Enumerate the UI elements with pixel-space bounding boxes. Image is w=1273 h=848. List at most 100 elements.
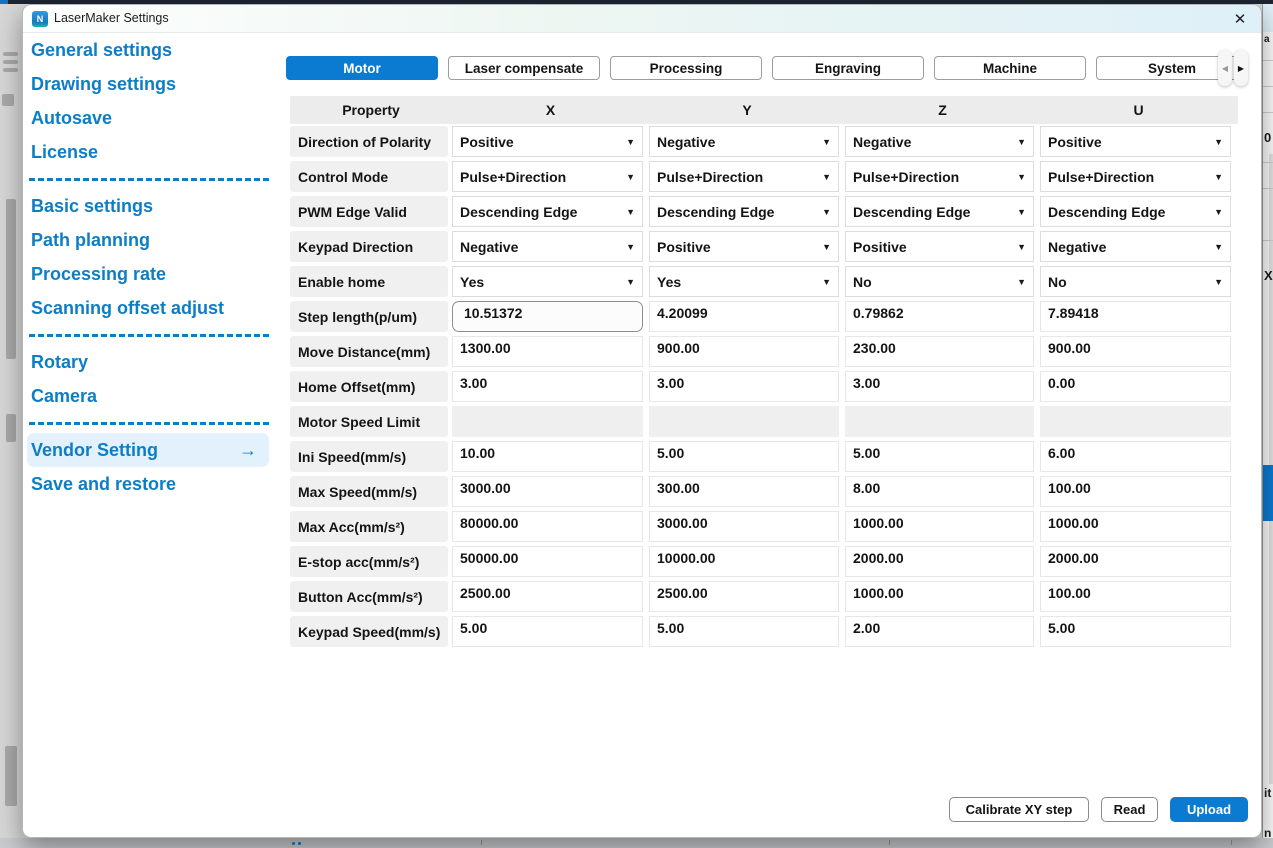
sidebar-item-drawing-settings[interactable]: Drawing settings [27, 67, 269, 101]
dropdown-pwm-edge-valid-z[interactable]: Descending Edge ▼ [845, 196, 1034, 227]
input-step-length-p-um-u[interactable]: 7.89418 [1040, 301, 1231, 332]
dropdown-keypad-direction-z[interactable]: Positive ▼ [845, 231, 1034, 262]
dropdown-direction-of-polarity-u[interactable]: Positive ▼ [1040, 126, 1231, 157]
tab-engraving[interactable]: Engraving [772, 56, 924, 80]
dropdown-control-mode-y[interactable]: Pulse+Direction ▼ [649, 161, 839, 192]
dropdown-enable-home-y[interactable]: Yes ▼ [649, 266, 839, 297]
value-keypad-speed-mm-s-y[interactable]: 5.00 [649, 616, 839, 647]
tab-laser-compensate[interactable]: Laser compensate [448, 56, 600, 80]
dropdown-keypad-direction-y[interactable]: Positive ▼ [649, 231, 839, 262]
dropdown-pwm-edge-valid-u[interactable]: Descending Edge ▼ [1040, 196, 1231, 227]
dropdown-control-mode-u[interactable]: Pulse+Direction ▼ [1040, 161, 1231, 192]
tab-bar: Motor Laser compensate Processing Engraving… [286, 56, 1248, 80]
dropdown-enable-home-x[interactable]: Yes ▼ [452, 266, 643, 297]
chevron-down-icon: ▼ [1017, 276, 1026, 287]
dropdown-direction-of-polarity-x[interactable]: Positive ▼ [452, 126, 643, 157]
sidebar-item-path-planning[interactable]: Path planning [27, 223, 269, 257]
close-icon[interactable]: ✕ [1233, 11, 1247, 28]
value-max-speed-mm-s-x[interactable]: 3000.00 [452, 476, 643, 507]
tab-machine[interactable]: Machine [934, 56, 1086, 80]
value-ini-speed-mm-s-x[interactable]: 10.00 [452, 441, 643, 472]
value-max-acc-mm-s-x[interactable]: 80000.00 [452, 511, 643, 542]
dropdown-direction-of-polarity-z[interactable]: Negative ▼ [845, 126, 1034, 157]
value-max-speed-mm-s-y[interactable]: 300.00 [649, 476, 839, 507]
dropdown-pwm-edge-valid-y[interactable]: Descending Edge ▼ [649, 196, 839, 227]
sidebar-item-processing-rate[interactable]: Processing rate [27, 257, 269, 291]
value-max-speed-mm-s-z[interactable]: 8.00 [845, 476, 1034, 507]
value-keypad-speed-mm-s-z[interactable]: 2.00 [845, 616, 1034, 647]
value-e-stop-acc-mm-s-u[interactable]: 2000.00 [1040, 546, 1231, 577]
sidebar-item-vendor-setting[interactable]: Vendor Setting → [27, 433, 269, 467]
dropdown-keypad-direction-x[interactable]: Negative ▼ [452, 231, 643, 262]
dropdown-pwm-edge-valid-x[interactable]: Descending Edge ▼ [452, 196, 643, 227]
value-button-acc-mm-s-x[interactable]: 2500.00 [452, 581, 643, 612]
value-keypad-speed-mm-s-x[interactable]: 5.00 [452, 616, 643, 647]
value-ini-speed-mm-s-z[interactable]: 5.00 [845, 441, 1034, 472]
input-step-length-p-um-z[interactable]: 0.79862 [845, 301, 1034, 332]
row-label-home-offset-mm: Home Offset(mm) [290, 371, 448, 402]
sidebar-item-general-settings[interactable]: General settings [27, 33, 269, 67]
dialog-titlebar[interactable]: N LaserMaker Settings ✕ [23, 5, 1261, 33]
value-move-distance-mm-x[interactable]: 1300.00 [452, 336, 643, 367]
value-max-acc-mm-s-y[interactable]: 3000.00 [649, 511, 839, 542]
tab-motor[interactable]: Motor [286, 56, 438, 80]
dropdown-direction-of-polarity-y[interactable]: Negative ▼ [649, 126, 839, 157]
dropdown-enable-home-z[interactable]: No ▼ [845, 266, 1034, 297]
background-artifact [3, 52, 18, 56]
input-step-length-p-um-y[interactable]: 4.20099 [649, 301, 839, 332]
sidebar-item-scanning-offset-adjust[interactable]: Scanning offset adjust [27, 291, 269, 325]
dropdown-control-mode-z[interactable]: Pulse+Direction ▼ [845, 161, 1034, 192]
dropdown-enable-home-u[interactable]: No ▼ [1040, 266, 1231, 297]
sidebar-item-camera[interactable]: Camera [27, 379, 269, 413]
calibrate-xy-step-button[interactable]: Calibrate XY step [949, 797, 1089, 822]
background-artifact [6, 199, 16, 359]
value-button-acc-mm-s-y[interactable]: 2500.00 [649, 581, 839, 612]
table-row-enable-home: Enable home Yes ▼ Yes ▼ No ▼ No ▼ [290, 264, 1238, 299]
tab-processing[interactable]: Processing [610, 56, 762, 80]
tab-scroll-right-icon[interactable]: ▶ [1234, 50, 1248, 86]
value-e-stop-acc-mm-s-y[interactable]: 10000.00 [649, 546, 839, 577]
upload-button[interactable]: Upload [1170, 797, 1248, 822]
value-button-acc-mm-s-z[interactable]: 1000.00 [845, 581, 1034, 612]
value-ini-speed-mm-s-y[interactable]: 5.00 [649, 441, 839, 472]
dropdown-value: Descending Edge [1048, 203, 1166, 220]
value-move-distance-mm-y[interactable]: 900.00 [649, 336, 839, 367]
row-label-button-acc-mm-s: Button Acc(mm/s²) [290, 581, 448, 612]
value-home-offset-mm-x[interactable]: 3.00 [452, 371, 643, 402]
value-e-stop-acc-mm-s-z[interactable]: 2000.00 [845, 546, 1034, 577]
dropdown-keypad-direction-u[interactable]: Negative ▼ [1040, 231, 1231, 262]
background-blue-chip [0, 0, 8, 4]
row-label-pwm-edge-valid: PWM Edge Valid [290, 196, 448, 227]
value-e-stop-acc-mm-s-x[interactable]: 50000.00 [452, 546, 643, 577]
sidebar-item-license[interactable]: License [27, 135, 269, 169]
value-max-speed-mm-s-u[interactable]: 100.00 [1040, 476, 1231, 507]
value-home-offset-mm-z[interactable]: 3.00 [845, 371, 1034, 402]
sidebar-item-label: Camera [31, 385, 98, 406]
background-gridline [1263, 162, 1273, 163]
value-move-distance-mm-z[interactable]: 230.00 [845, 336, 1034, 367]
dropdown-value: Descending Edge [460, 203, 578, 220]
sidebar-item-label: Rotary [31, 351, 89, 372]
value-ini-speed-mm-s-u[interactable]: 6.00 [1040, 441, 1231, 472]
value-max-acc-mm-s-z[interactable]: 1000.00 [845, 511, 1034, 542]
sidebar-item-rotary[interactable]: Rotary [27, 345, 269, 379]
chevron-down-icon: ▼ [626, 276, 635, 287]
value-button-acc-mm-s-u[interactable]: 100.00 [1040, 581, 1231, 612]
column-header-x: X [545, 102, 556, 118]
value-keypad-speed-mm-s-u[interactable]: 5.00 [1040, 616, 1231, 647]
sidebar-item-save-and-restore[interactable]: Save and restore [27, 467, 269, 501]
value-home-offset-mm-u[interactable]: 0.00 [1040, 371, 1231, 402]
value-home-offset-mm-y[interactable]: 3.00 [649, 371, 839, 402]
value-move-distance-mm-u[interactable]: 900.00 [1040, 336, 1231, 367]
sidebar-divider [27, 413, 269, 433]
value-max-acc-mm-s-u[interactable]: 1000.00 [1040, 511, 1231, 542]
read-button[interactable]: Read [1101, 797, 1158, 822]
dropdown-control-mode-x[interactable]: Pulse+Direction ▼ [452, 161, 643, 192]
chevron-down-icon: ▼ [626, 241, 635, 252]
sidebar-item-autosave[interactable]: Autosave [27, 101, 269, 135]
chevron-down-icon: ▼ [1214, 171, 1223, 182]
input-step-length-p-um-x[interactable]: 10.51372 [452, 301, 643, 332]
sidebar-item-basic-settings[interactable]: Basic settings [27, 189, 269, 223]
chevron-down-icon: ▼ [1017, 171, 1026, 182]
tab-scroll-left-icon[interactable]: ◀ [1218, 50, 1232, 86]
